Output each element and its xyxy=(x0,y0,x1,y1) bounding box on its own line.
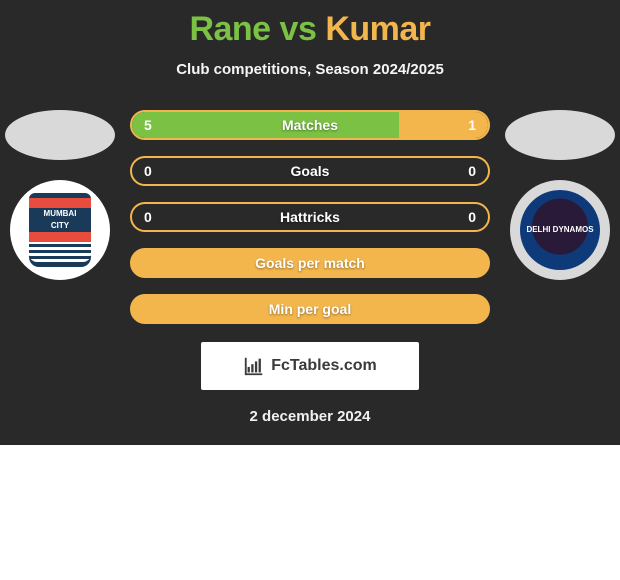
stat-value-left: 5 xyxy=(144,112,152,138)
club-b-label: DELHI DYNAMOS xyxy=(526,226,593,235)
player-a-column: MUMBAI CITY xyxy=(0,110,120,280)
player-b-avatar xyxy=(505,110,615,160)
page-title: Rane vs Kumar xyxy=(0,0,620,49)
stat-label: Goals per match xyxy=(132,250,488,276)
watermark-text: FcTables.com xyxy=(271,357,377,375)
stats-panel: Rane vs Kumar Club competitions, Season … xyxy=(0,0,620,445)
stat-row: Min per goal xyxy=(130,294,490,324)
stat-label: Matches xyxy=(132,112,488,138)
stat-row: Goals per match xyxy=(130,248,490,278)
stat-bars: Matches51Goals00Hattricks00Goals per mat… xyxy=(130,110,490,340)
stat-value-right: 1 xyxy=(468,112,476,138)
stat-label: Hattricks xyxy=(132,204,488,230)
watermark: FcTables.com xyxy=(201,342,419,390)
stat-row: Hattricks0 0 xyxy=(130,202,490,232)
title-player-b: Kumar xyxy=(325,10,430,48)
chart-icon xyxy=(243,355,265,377)
stat-value-right: 0 xyxy=(468,158,476,184)
club-a-badge: MUMBAI CITY xyxy=(10,180,110,280)
title-player-a: Rane xyxy=(189,10,270,48)
club-a-crest: MUMBAI CITY xyxy=(29,193,91,267)
stat-value-left: 0 xyxy=(144,158,152,184)
stat-label: Min per goal xyxy=(132,296,488,322)
title-vs: vs xyxy=(280,10,317,48)
club-b-crest: DELHI DYNAMOS xyxy=(520,190,600,270)
club-b-badge: DELHI DYNAMOS xyxy=(510,180,610,280)
subtitle: Club competitions, Season 2024/2025 xyxy=(0,61,620,78)
stat-row: Goals0 0 xyxy=(130,156,490,186)
club-a-line2: CITY xyxy=(51,222,69,230)
club-a-line1: MUMBAI xyxy=(44,210,77,218)
player-a-avatar xyxy=(5,110,115,160)
stat-row: Matches5 1 xyxy=(130,110,490,140)
stat-value-right: 0 xyxy=(468,204,476,230)
stat-value-left: 0 xyxy=(144,204,152,230)
player-b-column: DELHI DYNAMOS xyxy=(500,110,620,280)
stat-label: Goals xyxy=(132,158,488,184)
date-label: 2 december 2024 xyxy=(0,408,620,425)
